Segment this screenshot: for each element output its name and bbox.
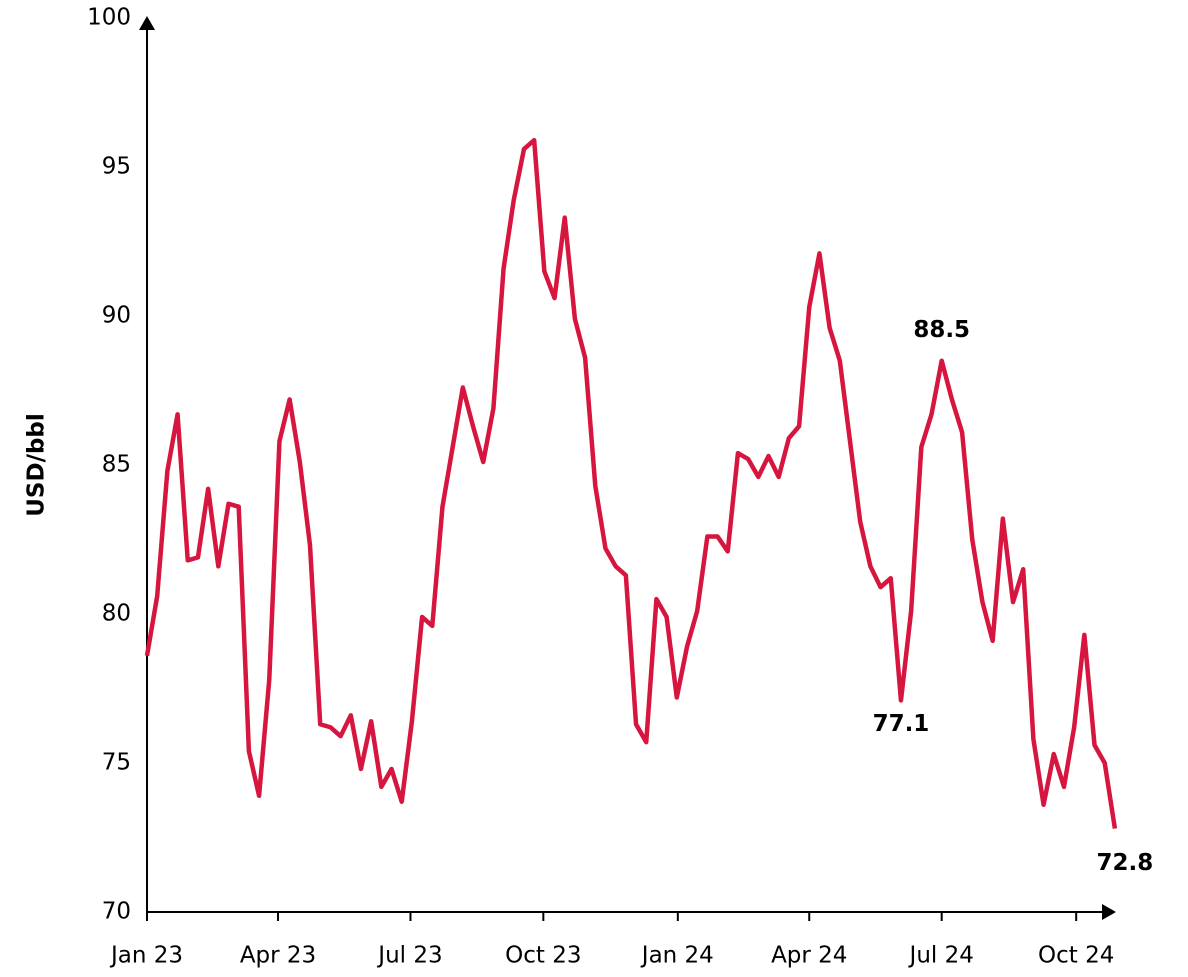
- x-tick-label: Oct 24: [1038, 943, 1114, 969]
- y-tick-label: 95: [102, 154, 131, 180]
- y-axis-label: USD/bbl: [24, 413, 50, 517]
- y-tick-label: 75: [102, 750, 131, 776]
- x-tick-label: Apr 23: [240, 943, 316, 969]
- x-axis-arrow: [1102, 904, 1116, 920]
- x-tick-label: Jan 24: [640, 943, 714, 969]
- y-tick-label: 100: [87, 5, 131, 31]
- x-tick-label: Jul 23: [376, 943, 442, 969]
- y-tick-label: 80: [102, 601, 131, 627]
- annotation: 77.1: [873, 711, 930, 737]
- x-tick-label: Apr 24: [771, 943, 847, 969]
- line-series: [144, 137, 1118, 829]
- y-axis-arrow: [139, 16, 155, 30]
- y-tick-label: 85: [102, 452, 131, 478]
- x-tick-label: Oct 23: [505, 943, 581, 969]
- x-tick-label: Jan 23: [109, 943, 183, 969]
- annotation: 88.5: [913, 317, 970, 343]
- x-tick-label: Jul 24: [908, 943, 974, 969]
- y-tick-label: 70: [102, 899, 131, 925]
- annotation: 72.8: [1097, 850, 1154, 876]
- y-tick-label: 90: [102, 303, 131, 329]
